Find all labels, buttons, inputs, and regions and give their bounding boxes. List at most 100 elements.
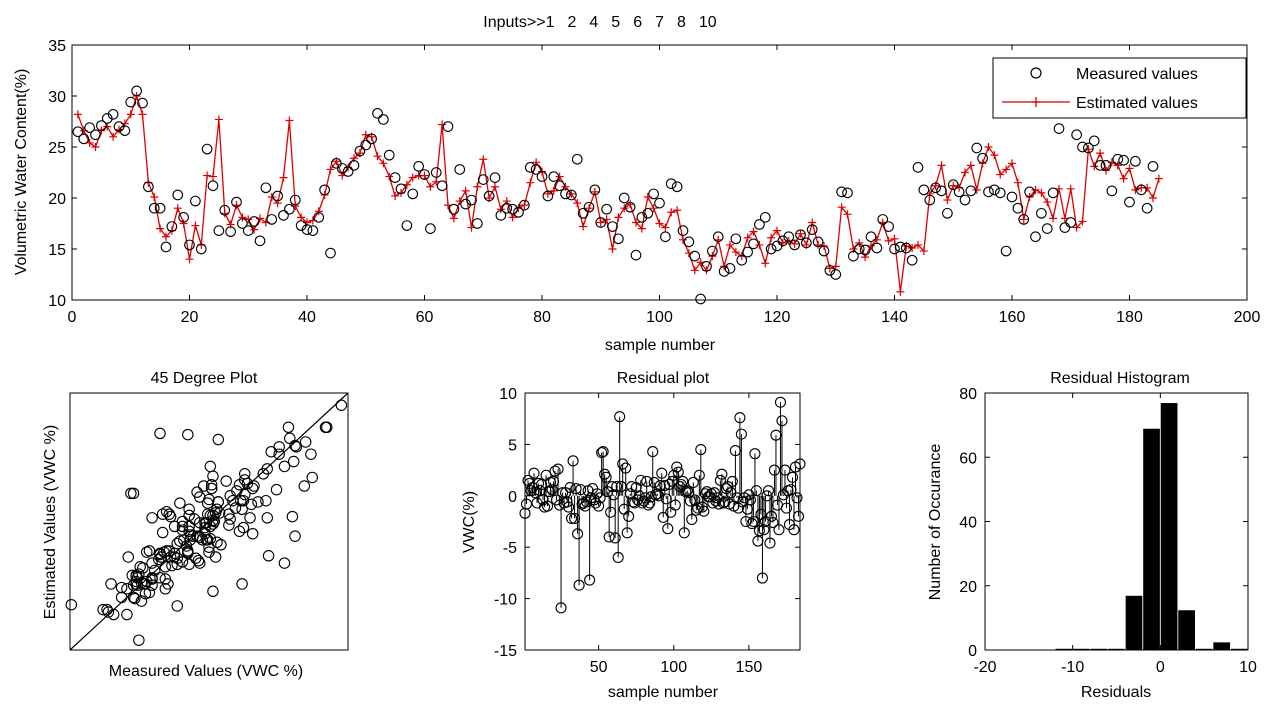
input-4: 4 [589,14,598,31]
x-tick-label: 50 [590,659,608,676]
scatter-point [262,550,275,562]
x-tick-label: -10 [1061,659,1084,676]
measured-point [771,240,783,252]
scatter-point [168,551,181,563]
measured-point [383,149,395,161]
estimated-point [726,240,734,249]
scatter-point [204,532,217,545]
y-tick-label: 35 [48,38,66,55]
scatter-point [197,480,210,492]
scatter-point [125,487,137,500]
scatter-point [135,595,148,607]
measured-point [548,171,560,182]
scatter-point [261,512,273,524]
estimated-point [637,224,646,233]
measured-point [143,181,154,193]
estimated-point [949,181,958,190]
scatter-point [174,497,186,509]
measured-point [554,180,565,192]
legend-measured-marker [1030,67,1042,79]
measured-point [454,164,466,175]
scatter-point [156,526,169,539]
y-tick-label: 25 [48,140,66,157]
y-tick-label: -10 [494,592,517,609]
residual-point [765,510,777,522]
measured-point [918,184,930,196]
residual-point [756,572,768,584]
measured-point [671,181,683,193]
measured-point [430,167,442,178]
scatter-point [115,581,128,594]
measured-point [419,169,430,180]
measured-point [665,178,677,190]
measured-point [237,218,248,229]
estimated-point [209,172,217,181]
scatter-point [200,516,213,529]
scatter-point [146,557,158,569]
estimated-point [138,110,147,119]
estimated-point [1154,174,1163,183]
measured-point [801,237,812,249]
measured-point [319,184,330,196]
measured-point [1071,129,1082,141]
residual-point [770,429,782,441]
measured-point [683,236,695,248]
measured-point [718,266,730,277]
estimated-point [508,213,517,222]
estimated-point [549,186,558,195]
measured-point [336,163,348,174]
measured-point [953,186,965,198]
residual-point [774,396,787,408]
estimated-point [1149,194,1157,202]
measured-point [1036,207,1047,219]
scatter-point [159,561,172,573]
estimated-point [914,240,922,249]
legend-estimated-marker [1031,97,1041,107]
measured-point [1100,160,1112,171]
residual-point [541,500,554,512]
measured-point [407,188,419,200]
residual-point [750,485,762,497]
residual-point [716,468,728,480]
measured-point [871,242,883,254]
measured-point [777,235,789,247]
estimated-point [279,173,288,182]
estimated-point [573,199,582,208]
residual-point [758,524,770,536]
measured-point [166,221,178,232]
scatter-point [121,608,133,621]
scatter-point [229,502,242,514]
measured-point [78,133,90,145]
scatter-point [122,551,134,563]
measured-point [806,224,818,235]
estimated-point [173,204,182,213]
scatter-point [246,482,259,495]
measured-point [930,182,941,194]
measured-point [313,212,325,223]
estimated-point [1096,149,1105,158]
residual-xlabel: sample number [608,684,719,701]
measured-point [360,139,372,151]
estimated-point [232,201,241,210]
scatter-point [115,591,128,604]
measured-point [213,225,225,236]
histogram-ylabel: Number of Occurance [927,444,944,601]
scatter45-plot-frame [69,392,349,651]
estimated-point [579,222,588,231]
scatter-point [209,507,222,519]
residual-point [608,489,620,501]
measured-point [1094,160,1106,171]
measured-point [260,182,272,194]
scatter-point [290,441,303,453]
scatter-point [207,518,219,530]
input-10: 10 [699,14,717,31]
scatter-point [278,557,291,569]
residual-point [677,475,689,487]
estimated-point [767,233,776,242]
scatter-point [191,486,203,498]
residual-point [570,483,582,495]
measured-point [125,96,137,108]
residual-point [644,497,656,509]
measured-point [389,172,401,183]
estimated-point [326,165,335,174]
